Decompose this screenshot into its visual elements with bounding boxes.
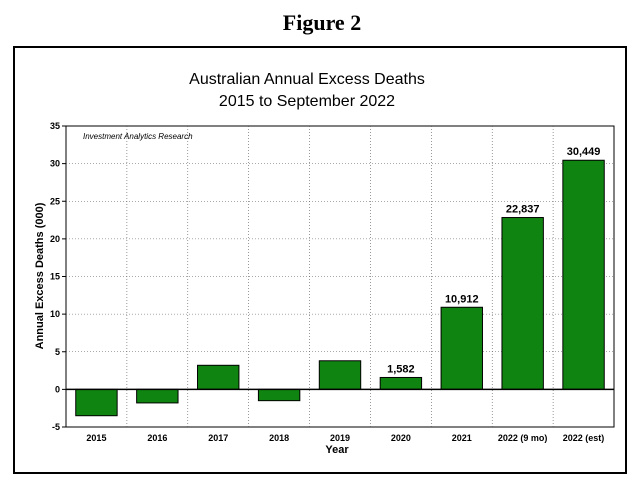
- x-tick-label: 2021: [452, 433, 472, 443]
- y-tick-label: 15: [50, 272, 60, 282]
- chart-title-line1: Australian Annual Excess Deaths: [189, 71, 425, 88]
- x-tick-label: 2022 (est): [563, 433, 605, 443]
- y-tick-label: -5: [52, 422, 60, 432]
- x-tick-label: 2015: [86, 433, 106, 443]
- y-tick-label: 20: [50, 234, 60, 244]
- y-tick-label: 0: [55, 384, 60, 394]
- y-tick-label: 5: [55, 347, 60, 357]
- x-axis-label: Year: [325, 444, 349, 456]
- data-label: 1,582: [387, 363, 415, 375]
- bar-2018: [257, 388, 301, 402]
- x-tick-label: 2018: [269, 433, 289, 443]
- bar-2021: [440, 306, 483, 390]
- y-tick-labels: 35 30 25 20 15 10 5 0 -5: [50, 121, 66, 432]
- data-label: 22,837: [506, 204, 540, 216]
- x-tick-label: 2019: [330, 433, 350, 443]
- chart-title-line2: 2015 to September 2022: [219, 93, 395, 110]
- data-labels: 1,582 10,912 22,837 30,449: [387, 146, 600, 375]
- x-tick-label: 2017: [208, 433, 228, 443]
- x-tick-label: 2016: [147, 433, 167, 443]
- bar-2022-9-mo: [501, 217, 544, 390]
- bar-2022-est: [562, 159, 605, 390]
- y-tick-label: 25: [50, 196, 60, 206]
- x-tick-labels: 2015 2016 2017 2018 2019 2020 2021 2022 (9 mo) 2…: [86, 433, 604, 443]
- bar-2020: [379, 376, 423, 390]
- y-tick-label: 10: [50, 309, 60, 319]
- y-tick-label: 35: [50, 121, 60, 131]
- bar-2017: [197, 364, 240, 390]
- data-label: 10,912: [445, 293, 479, 305]
- bar-2015: [75, 388, 118, 417]
- x-tick-label: 2022 (9 mo): [498, 433, 548, 443]
- x-tick-label: 2020: [391, 433, 411, 443]
- bar-2019: [318, 360, 362, 390]
- source-note: Investment Analytics Research: [83, 132, 193, 141]
- y-axis-label: Annual Excess Deaths (000): [34, 202, 46, 349]
- figure-heading: Figure 2: [282, 10, 362, 35]
- y-tick-label: 30: [50, 159, 60, 169]
- bar-2016: [136, 388, 179, 404]
- data-label: 30,449: [567, 146, 601, 158]
